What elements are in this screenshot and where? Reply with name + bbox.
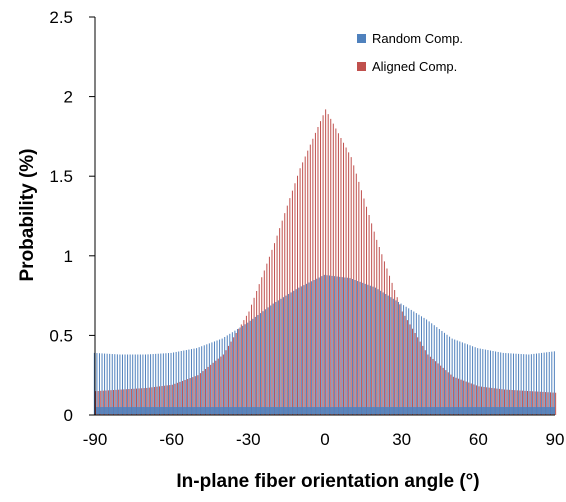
x-axis-title: In-plane fiber orientation angle (°) [176, 471, 479, 492]
y-axis-title: Probability (%) [17, 148, 38, 281]
axes-group [94, 17, 555, 416]
x-tick-label: -90 [83, 430, 108, 449]
x-tick-label: 90 [546, 430, 565, 449]
series-0-bars [93, 274, 555, 415]
y-tick-label: 0.5 [49, 326, 73, 345]
legend-label: Random Comp. [372, 31, 463, 46]
x-tick-label: 0 [320, 430, 329, 449]
legend-swatch [357, 34, 366, 43]
baseline-strip [96, 407, 555, 414]
x-tick-label: 60 [469, 430, 488, 449]
y-tick-label: 2.5 [49, 8, 73, 27]
y-tick-label: 0 [64, 406, 73, 425]
x-tick-label: -60 [159, 430, 184, 449]
series-1-bars [95, 109, 557, 415]
y-tick-label: 1.5 [49, 167, 73, 186]
y-tick-label: 1 [64, 247, 73, 266]
legend-swatch [357, 62, 366, 71]
legend-label: Aligned Comp. [372, 59, 457, 74]
y-tick-label: 2 [64, 88, 73, 107]
bars-group [93, 109, 557, 415]
x-tick-label: 30 [392, 430, 411, 449]
legend: Random Comp. Aligned Comp. [357, 31, 463, 74]
x-tick-label: -30 [236, 430, 261, 449]
ticks-group: 0 0.5 1 1.5 2 2.5 -90 -60 -30 0 30 60 90 [49, 8, 564, 449]
